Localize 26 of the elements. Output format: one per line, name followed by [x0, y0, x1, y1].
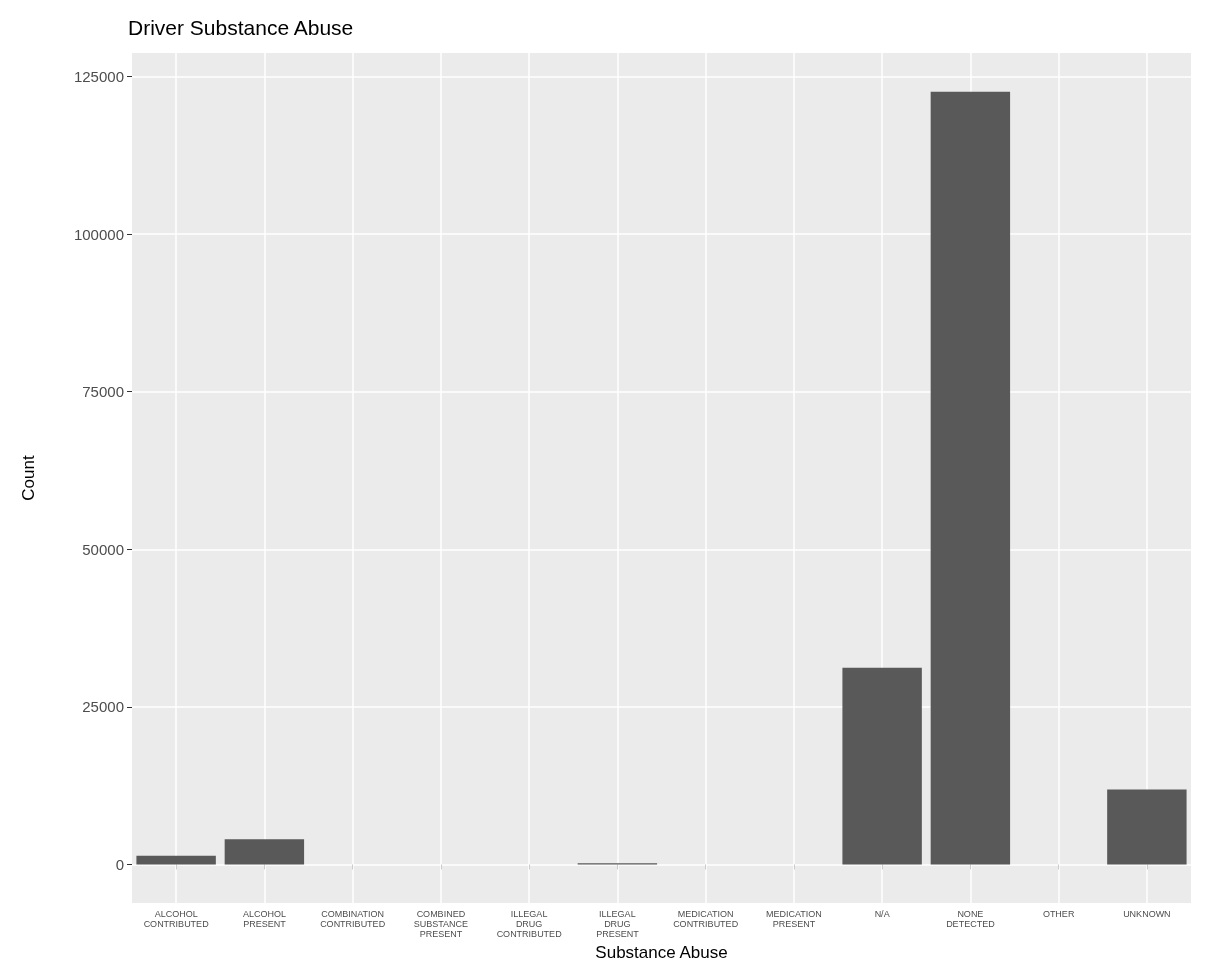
x-tick-label: ALCOHOL CONTRIBUTED [143, 909, 210, 930]
x-axis-title: Substance Abuse [595, 943, 728, 962]
bar [1107, 789, 1187, 865]
y-axis-title: Count [19, 455, 38, 501]
x-tick-label: ILLEGAL DRUG PRESENT [596, 909, 640, 940]
bar [136, 855, 216, 865]
x-tick-label: COMBINED SUBSTANCE PRESENT [413, 909, 469, 940]
x-tick-label: UNKNOWN [1123, 909, 1171, 920]
x-tick-label: COMBINATION CONTRIBUTED [320, 909, 386, 930]
x-tick-label: OTHER [1042, 909, 1075, 920]
bar [842, 667, 922, 865]
x-tick-label: N/A [874, 909, 890, 920]
bar [930, 91, 1011, 865]
x-tick-label: ALCOHOL PRESENT [242, 909, 287, 930]
y-tick-label: 125000 [73, 68, 124, 86]
chart-title: Driver Substance Abuse [128, 16, 354, 39]
x-tick-label: MEDICATION CONTRIBUTED [673, 909, 739, 930]
bar [224, 839, 305, 865]
x-tick-label: MEDICATION PRESENT [765, 909, 822, 930]
x-tick-label: NONE DETECTED [946, 909, 996, 930]
y-tick-label: 100000 [73, 225, 124, 243]
y-tick-label: 0 [115, 855, 124, 873]
y-tick-label: 50000 [82, 540, 124, 558]
x-tick-label: ILLEGAL DRUG CONTRIBUTED [496, 909, 563, 940]
y-tick-label: 25000 [82, 698, 124, 716]
y-tick-label: 75000 [82, 383, 124, 401]
